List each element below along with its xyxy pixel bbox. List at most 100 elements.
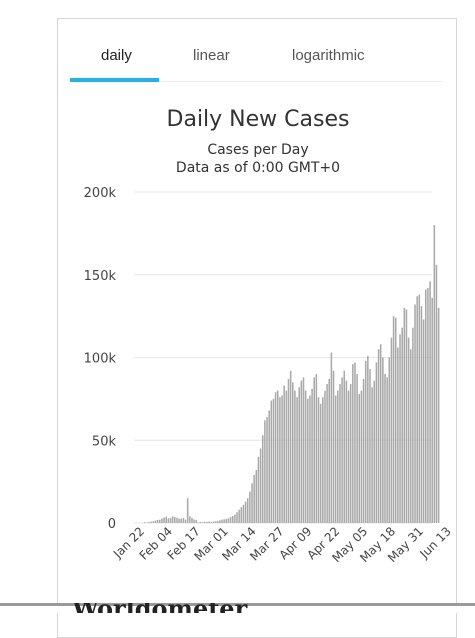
bar [358, 394, 360, 523]
bar [371, 387, 373, 523]
bar [221, 520, 223, 523]
bar [356, 374, 358, 523]
bar [436, 265, 438, 523]
bar [410, 349, 412, 523]
bar [204, 522, 206, 523]
bar [228, 518, 230, 523]
bars [144, 225, 439, 523]
bar [352, 364, 354, 523]
bar [431, 298, 433, 523]
bar [343, 371, 345, 523]
bar [189, 516, 191, 523]
bar [234, 515, 236, 523]
bar [219, 520, 221, 523]
footer-logo-text: Worldometer [72, 603, 247, 613]
bar [213, 522, 215, 523]
bar [294, 391, 296, 523]
bar [404, 308, 406, 523]
bar [378, 349, 380, 523]
bar [307, 399, 309, 523]
bar [425, 290, 427, 523]
bar [159, 520, 161, 523]
bar [170, 518, 172, 523]
bar [412, 328, 414, 523]
bar [438, 308, 440, 523]
bar [262, 435, 264, 523]
bar [183, 518, 185, 523]
bar [153, 521, 155, 523]
bar [236, 512, 238, 523]
bar [223, 519, 225, 523]
bar [416, 296, 418, 523]
bar [275, 392, 277, 523]
bar [313, 377, 315, 523]
bar [331, 353, 333, 523]
bar [365, 361, 367, 523]
bar [380, 344, 382, 523]
bar [277, 391, 279, 523]
bar [348, 391, 350, 523]
bar [328, 379, 330, 523]
bar [311, 389, 313, 523]
bar [241, 507, 243, 523]
bar [421, 306, 423, 523]
bar [202, 522, 204, 523]
y-tick-label: 150k [84, 269, 117, 284]
bar [217, 521, 219, 523]
bar [247, 498, 249, 523]
bar [322, 397, 324, 523]
bar [301, 381, 303, 523]
bar [206, 522, 208, 523]
bar [361, 391, 363, 523]
y-tick-label: 200k [84, 186, 117, 201]
bar [283, 386, 285, 523]
bar [157, 520, 159, 523]
bar [434, 225, 436, 523]
bar [172, 516, 174, 523]
bar [382, 358, 384, 524]
bar [165, 517, 167, 523]
bar [391, 338, 393, 523]
bar [296, 397, 298, 523]
bar [395, 318, 397, 523]
bar [423, 319, 425, 523]
bar [273, 399, 275, 523]
bar [286, 391, 288, 523]
bar [256, 470, 258, 523]
bar [374, 381, 376, 523]
page-footer: Worldometer [0, 603, 475, 613]
bar [232, 516, 234, 523]
bar [268, 410, 270, 523]
bar [191, 518, 193, 523]
bar [238, 510, 240, 523]
bar [163, 518, 165, 523]
bar [200, 522, 202, 523]
bar [144, 522, 146, 523]
bar [350, 384, 352, 523]
bar [419, 295, 421, 523]
bar [386, 377, 388, 523]
bar [339, 384, 341, 523]
bar [384, 374, 386, 523]
bar [335, 396, 337, 523]
x-tick-label: Jun 13 [417, 524, 454, 561]
bar [397, 348, 399, 523]
bar [309, 396, 311, 523]
bar [290, 371, 292, 523]
bar [369, 369, 371, 523]
y-tick-label: 0 [108, 517, 116, 532]
y-tick-label: 50k [92, 434, 117, 449]
bar [178, 519, 180, 523]
bar [414, 305, 416, 523]
bar [185, 520, 187, 523]
bar [208, 522, 210, 523]
bar [253, 475, 255, 523]
bar [198, 522, 200, 523]
bar [195, 520, 197, 523]
bar [279, 397, 281, 523]
bar [187, 498, 189, 523]
bar [249, 492, 251, 523]
bar [333, 371, 335, 523]
bar [193, 519, 195, 523]
bar [324, 391, 326, 523]
